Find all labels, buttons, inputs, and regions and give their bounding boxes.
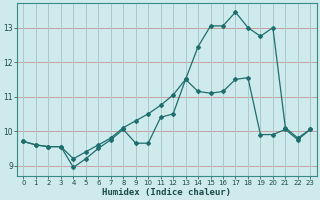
X-axis label: Humidex (Indice chaleur): Humidex (Indice chaleur) <box>102 188 231 197</box>
